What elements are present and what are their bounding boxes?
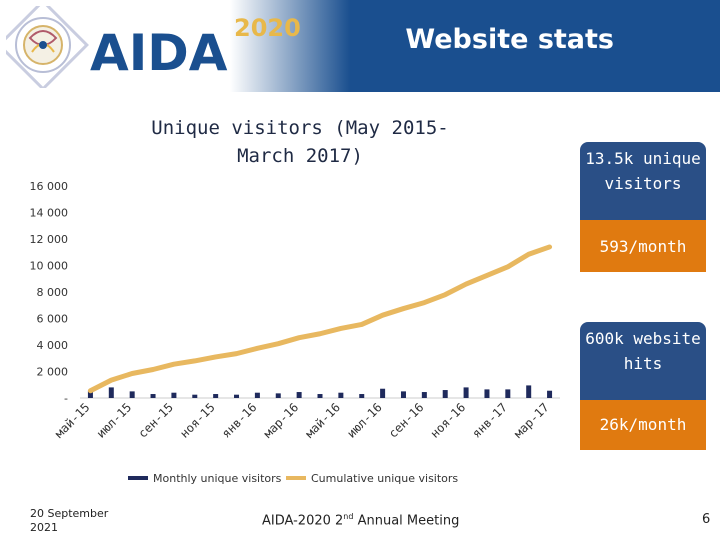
cumulative-point bbox=[88, 388, 93, 393]
x-tick-label: июл-16 bbox=[344, 400, 385, 441]
footer-date-line2: 2021 bbox=[30, 521, 58, 534]
x-tick-label: май-15 bbox=[52, 400, 93, 441]
header-band bbox=[300, 0, 720, 92]
bar-monthly bbox=[380, 388, 386, 398]
cumulative-line bbox=[87, 244, 553, 394]
cumulative-point bbox=[255, 346, 260, 351]
logo-text: AIDA bbox=[90, 24, 228, 82]
chart-title: Unique visitors (May 2015-March 2017) bbox=[151, 117, 449, 167]
bar-monthly bbox=[87, 390, 93, 398]
bar-monthly bbox=[505, 389, 511, 398]
cumulative-point bbox=[276, 341, 281, 346]
footer-meeting: AIDA-2020 2nd Annual Meeting bbox=[262, 512, 459, 528]
logo-emblem-icon bbox=[6, 6, 89, 88]
cumulative-point bbox=[526, 252, 531, 257]
footer-meeting-prefix: AIDA-2020 2 bbox=[262, 513, 344, 529]
page-number: 6 bbox=[702, 512, 711, 527]
cumulative-point bbox=[484, 273, 489, 278]
cumulative-point bbox=[171, 362, 176, 367]
cumulative-point bbox=[234, 351, 239, 356]
cumulative-point bbox=[109, 378, 114, 383]
x-tick-label: сен-16 bbox=[386, 400, 427, 441]
cumulative-point bbox=[192, 358, 197, 363]
x-tick-label: июл-15 bbox=[94, 400, 135, 441]
cumulative-point bbox=[297, 335, 302, 340]
bar-monthly bbox=[400, 391, 406, 398]
x-tick-label: мар-17 bbox=[511, 400, 552, 441]
x-tick-label: мар-16 bbox=[261, 400, 302, 441]
cumulative-point bbox=[547, 244, 552, 249]
y-tick-label: 4 000 bbox=[37, 339, 69, 352]
x-tick-label: янв-16 bbox=[219, 400, 260, 441]
bar-monthly bbox=[234, 394, 240, 398]
bar-monthly bbox=[171, 392, 177, 398]
cumulative-point bbox=[505, 264, 510, 269]
header-fade bbox=[230, 0, 350, 92]
slide-header: AIDA 2020 Website stats bbox=[0, 0, 720, 92]
bar-monthly bbox=[108, 387, 114, 398]
y-tick-label: 14 000 bbox=[30, 207, 69, 220]
y-tick-label: 8 000 bbox=[37, 286, 69, 299]
y-tick-label: 2 000 bbox=[37, 366, 69, 379]
bar-monthly bbox=[150, 394, 156, 398]
x-tick-label: ноя-15 bbox=[177, 400, 218, 441]
x-tick-label: янв-17 bbox=[469, 400, 510, 441]
footer-meeting-sup: nd bbox=[343, 512, 354, 521]
bar-monthly bbox=[275, 393, 281, 398]
bar-monthly bbox=[463, 387, 469, 398]
callout-unique-visitors: 13.5k unique visitors bbox=[580, 142, 706, 220]
bar-monthly bbox=[296, 392, 302, 398]
legend-swatch-cumulative bbox=[286, 476, 306, 480]
slide-title: Website stats bbox=[405, 24, 614, 55]
y-tick-label: 12 000 bbox=[30, 233, 69, 246]
callout-per-month: 593/month bbox=[580, 220, 706, 272]
bar-monthly bbox=[338, 392, 344, 398]
bar-monthly bbox=[254, 392, 260, 398]
logo-year: 2020 bbox=[234, 14, 301, 42]
footer-date: 20 September 2021 bbox=[30, 507, 108, 535]
bar-monthly bbox=[129, 391, 135, 398]
cumulative-point bbox=[422, 300, 427, 305]
y-tick-label: 16 000 bbox=[30, 180, 69, 193]
bar-monthly bbox=[442, 390, 448, 398]
legend-label-cumulative: Cumulative unique visitors bbox=[311, 472, 458, 485]
bar-monthly bbox=[359, 394, 365, 398]
bar-monthly bbox=[484, 389, 490, 398]
bar-monthly bbox=[421, 392, 427, 398]
x-tick-label: сен-15 bbox=[135, 400, 176, 441]
bar-monthly bbox=[317, 394, 323, 398]
footer-date-line1: 20 September bbox=[30, 507, 109, 520]
bar-monthly bbox=[192, 394, 198, 398]
callout-hits-per-month: 26k/month bbox=[580, 400, 706, 450]
bar-monthly bbox=[547, 390, 553, 398]
cumulative-point bbox=[151, 367, 156, 372]
y-tick-label: 6 000 bbox=[37, 313, 69, 326]
x-tick-label: ноя-16 bbox=[428, 400, 469, 441]
cumulative-point bbox=[380, 313, 385, 318]
cumulative-point bbox=[401, 306, 406, 311]
bar-monthly bbox=[213, 394, 219, 398]
footer-meeting-suffix: Annual Meeting bbox=[353, 513, 460, 529]
visitors-chart: - 2 000 4 000 6 000 8 000 10 000 12 000 14 000 1… bbox=[30, 180, 560, 485]
cumulative-point bbox=[464, 282, 469, 287]
aida-logo: AIDA 2020 bbox=[6, 6, 301, 88]
cumulative-point bbox=[443, 292, 448, 297]
cumulative-point bbox=[338, 326, 343, 331]
callout-website-hits: 600k website hits bbox=[580, 322, 706, 400]
cumulative-point bbox=[318, 331, 322, 336]
y-tick-label: - bbox=[64, 392, 68, 405]
legend-swatch-monthly bbox=[128, 476, 148, 480]
cumulative-point bbox=[359, 322, 364, 327]
x-tick-label: май-16 bbox=[302, 400, 343, 441]
cumulative-point bbox=[130, 371, 135, 376]
y-tick-label: 10 000 bbox=[30, 260, 69, 273]
legend-label-monthly: Monthly unique visitors bbox=[153, 472, 282, 485]
cumulative-point bbox=[213, 354, 218, 359]
bar-monthly bbox=[526, 385, 532, 398]
